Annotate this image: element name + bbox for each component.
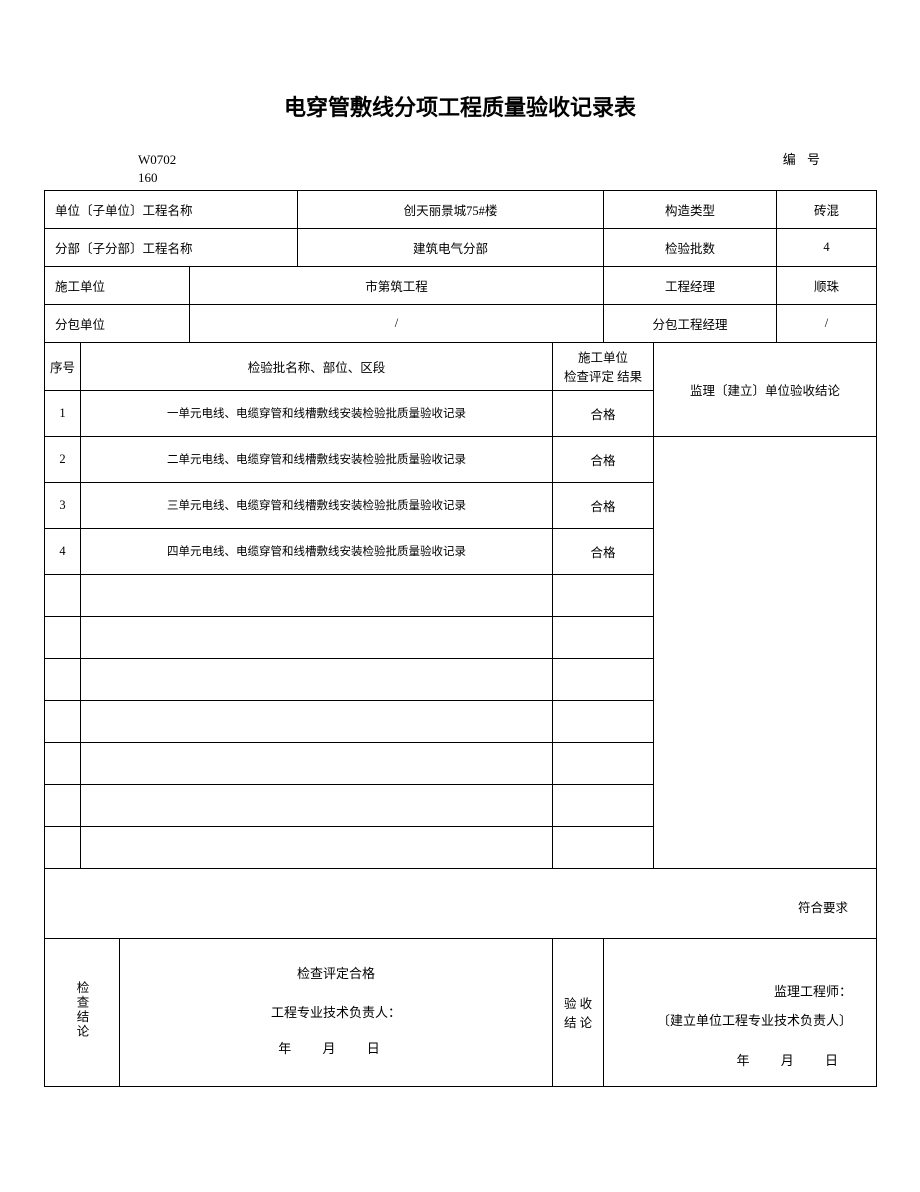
row-result: 合格: [553, 436, 654, 482]
info-label2: 分包工程经理: [604, 304, 777, 342]
col-header-name: 检验批名称、部位、区段: [81, 342, 553, 390]
row-idx: [45, 574, 81, 616]
row-result: [553, 826, 654, 868]
info-label: 施工单位: [45, 266, 190, 304]
table-row: 2 二单元电线、电缆穿管和线槽敷线安装检验批质量验收记录 合格: [45, 436, 877, 482]
col-header-conclusion: 监理〔建立〕单位验收结论: [654, 342, 877, 436]
row-idx: [45, 658, 81, 700]
main-table: 单位〔子单位〕工程名称 创天丽景城75#楼 构造类型 砖混 分部〔子分部〕工程名…: [44, 190, 877, 1087]
row-idx: [45, 616, 81, 658]
info-value2: 顺珠: [777, 266, 877, 304]
info-value2: /: [777, 304, 877, 342]
info-value: 市第筑工程: [190, 266, 604, 304]
row-result: [553, 574, 654, 616]
row-result: [553, 784, 654, 826]
right-date: 年 月 日: [608, 1047, 852, 1076]
conclusion-cell: [654, 436, 877, 868]
footer-left-label: 检查结论: [45, 938, 120, 1086]
row-idx: [45, 700, 81, 742]
col-header-result: 施工单位 检查评定 结果: [553, 342, 654, 390]
row-idx: [45, 826, 81, 868]
row-idx: 1: [45, 390, 81, 436]
build-unit-lead-label: 〔建立单位工程专业技术负责人〕: [608, 1007, 852, 1036]
row-result: [553, 700, 654, 742]
row-idx: 2: [45, 436, 81, 482]
summary-cell: 符合要求: [45, 868, 877, 938]
row-result: 合格: [553, 482, 654, 528]
summary-row: 符合要求: [45, 868, 877, 938]
tech-lead-label: 工程专业技术负责人：: [124, 999, 548, 1028]
info-value2: 砖混: [777, 190, 877, 228]
info-value: 创天丽景城75#楼: [298, 190, 604, 228]
row-name: 一单元电线、电缆穿管和线槽敷线安装检验批质量验收记录: [81, 390, 553, 436]
document-title: 电穿管敷线分项工程质量验收记录表: [44, 90, 876, 122]
info-row: 分部〔子分部〕工程名称 建筑电气分部 检验批数 4: [45, 228, 877, 266]
row-name: 三单元电线、电缆穿管和线槽敷线安装检验批质量验收记录: [81, 482, 553, 528]
row-idx: [45, 784, 81, 826]
form-number-label: 编 号: [783, 150, 824, 170]
footer-right-content: 监理工程师： 〔建立单位工程专业技术负责人〕 年 月 日: [604, 938, 877, 1086]
footer-left-content: 检查评定合格 工程专业技术负责人： 年 月 日: [120, 938, 553, 1086]
row-result: [553, 658, 654, 700]
header-line-2: 160: [44, 170, 876, 186]
footer-row: 检查结论 检查评定合格 工程专业技术负责人： 年 月 日 验 收 结 论 监理工…: [45, 938, 877, 1086]
row-idx: 3: [45, 482, 81, 528]
form-code-1: W0702: [138, 150, 176, 170]
row-name: [81, 700, 553, 742]
info-row: 单位〔子单位〕工程名称 创天丽景城75#楼 构造类型 砖混: [45, 190, 877, 228]
check-conclusion-label: 检查结论: [73, 981, 92, 1039]
row-name: [81, 784, 553, 826]
row-result: [553, 616, 654, 658]
row-name: [81, 742, 553, 784]
col-header-idx: 序号: [45, 342, 81, 390]
supervisor-label: 监理工程师：: [608, 978, 852, 1007]
table-header-row: 序号 检验批名称、部位、区段 施工单位 检查评定 结果 监理〔建立〕单位验收结论: [45, 342, 877, 390]
info-label2: 检验批数: [604, 228, 777, 266]
row-name: 二单元电线、电缆穿管和线槽敷线安装检验批质量验收记录: [81, 436, 553, 482]
row-name: 四单元电线、电缆穿管和线槽敷线安装检验批质量验收记录: [81, 528, 553, 574]
info-label: 单位〔子单位〕工程名称: [45, 190, 298, 228]
row-result: 合格: [553, 528, 654, 574]
row-idx: [45, 742, 81, 784]
row-result: [553, 742, 654, 784]
info-label: 分部〔子分部〕工程名称: [45, 228, 298, 266]
info-value: 建筑电气分部: [298, 228, 604, 266]
check-qualified-text: 检查评定合格: [124, 960, 548, 989]
header-line-1: W0702 编 号: [44, 150, 876, 170]
info-label: 分包单位: [45, 304, 190, 342]
left-date: 年 月 日: [124, 1035, 548, 1064]
info-value2: 4: [777, 228, 877, 266]
row-name: [81, 616, 553, 658]
row-idx: 4: [45, 528, 81, 574]
info-label2: 构造类型: [604, 190, 777, 228]
form-code-2: 160: [138, 170, 158, 185]
info-row: 施工单位 市第筑工程 工程经理 顺珠: [45, 266, 877, 304]
row-name: [81, 826, 553, 868]
row-name: [81, 658, 553, 700]
footer-mid-label: 验 收 结 论: [553, 938, 604, 1086]
row-name: [81, 574, 553, 616]
info-label2: 工程经理: [604, 266, 777, 304]
info-row: 分包单位 / 分包工程经理 /: [45, 304, 877, 342]
row-result: 合格: [553, 390, 654, 436]
info-value: /: [190, 304, 604, 342]
